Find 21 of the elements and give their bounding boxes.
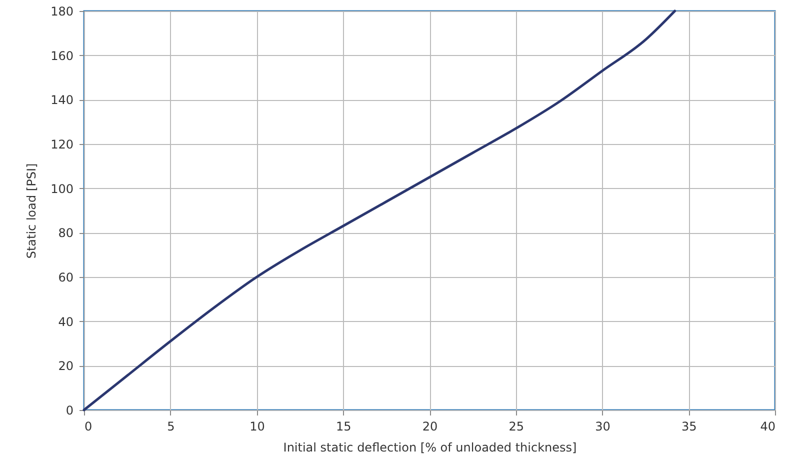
x-tick-label: 10 (250, 420, 265, 434)
x-tick-label: 40 (760, 420, 776, 434)
x-tick-label: 0 (84, 420, 92, 434)
x-tick-label: 30 (595, 420, 610, 434)
y-tick-label: 180 (50, 4, 74, 18)
x-tick-label: 35 (681, 420, 697, 434)
y-tick-label: 100 (50, 182, 74, 196)
x-tick-label: 5 (167, 420, 175, 434)
x-tick-label: 15 (336, 420, 352, 434)
y-tick-label: 0 (66, 404, 74, 418)
y-tick-label: 140 (50, 93, 74, 108)
x-tick-label: 20 (422, 420, 438, 434)
y-axis-title: Static load [PSI] (24, 163, 39, 259)
y-tick-label: 160 (50, 48, 74, 63)
y-tick-label: 20 (58, 359, 74, 374)
y-tick-label: 120 (50, 138, 74, 152)
y-tick-label: 40 (58, 314, 74, 329)
x-axis-title: Initial static deflection [% of unloaded thickness] (283, 440, 577, 454)
y-tick-label: 80 (58, 226, 74, 240)
x-tick-label: 25 (508, 420, 524, 434)
y-tick-label: 60 (58, 270, 74, 284)
